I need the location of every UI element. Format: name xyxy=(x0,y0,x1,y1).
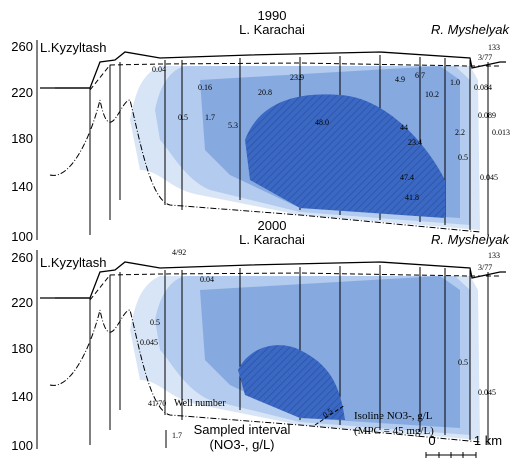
y-tick: 100 xyxy=(11,438,33,453)
y-tick: 100 xyxy=(11,229,33,244)
lake: L.Kyzyltash xyxy=(40,40,106,55)
label: 4.9 xyxy=(395,75,405,84)
y-tick: 260 xyxy=(11,39,33,54)
label: 0.5 xyxy=(178,113,188,122)
label: 6.7 xyxy=(415,71,425,80)
label: 0.084 xyxy=(474,83,492,92)
sampled-interval: Sampled interval xyxy=(194,422,291,437)
isoline: Isoline NO3-, g/L xyxy=(354,410,433,422)
location: L. Karachai xyxy=(239,22,305,37)
label: 1.0 xyxy=(450,78,460,87)
year: 2000 xyxy=(258,218,287,233)
y-tick: 220 xyxy=(11,85,33,100)
label: 1.7 xyxy=(205,113,215,122)
label: 5.3 xyxy=(228,121,238,130)
label: 0.045 xyxy=(478,388,496,397)
label: 3/77 xyxy=(478,53,492,62)
label: 23.4 xyxy=(408,138,422,147)
label: 0.16 xyxy=(198,83,212,92)
y-tick: 180 xyxy=(11,341,33,356)
sample-example: 1.7 xyxy=(172,431,182,440)
y-tick: 140 xyxy=(11,389,33,404)
river: R. Myshelyak xyxy=(431,22,511,37)
y-tick: 220 xyxy=(11,295,33,310)
year: 1990 xyxy=(258,8,287,23)
y-tick: 140 xyxy=(11,179,33,194)
label: 0.045 xyxy=(480,173,498,182)
location: L. Karachai xyxy=(239,232,305,247)
label: 0.089 xyxy=(478,111,496,120)
label: 23.9 xyxy=(290,73,304,82)
label: 4/92 xyxy=(172,248,186,257)
y-tick: 180 xyxy=(11,131,33,146)
lake: L.Kyzyltash xyxy=(40,255,106,270)
label: 47.4 xyxy=(400,173,414,182)
label: 41.8 xyxy=(405,193,419,202)
well-example: 41/70 xyxy=(148,399,166,408)
label: 133 xyxy=(488,251,500,260)
scale-start: 0 xyxy=(428,433,435,448)
label: 0.045 xyxy=(140,338,158,347)
label: 3/77 xyxy=(478,263,492,272)
sampled-units: (NO3-, g/L) xyxy=(209,437,274,452)
label: 0.04 xyxy=(200,275,214,284)
label: 2.2 xyxy=(455,128,465,137)
well-number: Well number xyxy=(174,398,226,409)
panel-2000: 260 220 180 140 100 L.Kyzyltash 2000 L. … xyxy=(11,218,510,453)
scale-end: 1 km xyxy=(474,433,502,448)
label: 0.5 xyxy=(150,318,160,327)
label: 48.0 xyxy=(315,118,329,127)
mpc: (MPC = 45 mg/L) xyxy=(354,425,434,437)
label: 0.5 xyxy=(458,358,468,367)
label: 0.5 xyxy=(458,153,468,162)
river: R. Myshelyak xyxy=(431,232,511,247)
scale-bar xyxy=(426,452,476,458)
label: 44 xyxy=(400,123,408,132)
label: 0.04 xyxy=(152,65,166,74)
y-tick: 260 xyxy=(11,250,33,265)
label: 10.2 xyxy=(425,90,439,99)
figure: 260 220 180 140 100 L.Kyzyltash 1990 L. … xyxy=(0,0,516,459)
label: 133 xyxy=(488,43,500,52)
label: 0.013 xyxy=(492,128,510,137)
label: 20.8 xyxy=(258,88,272,97)
panel-1990: 260 220 180 140 100 L.Kyzyltash 1990 L. … xyxy=(11,8,510,244)
